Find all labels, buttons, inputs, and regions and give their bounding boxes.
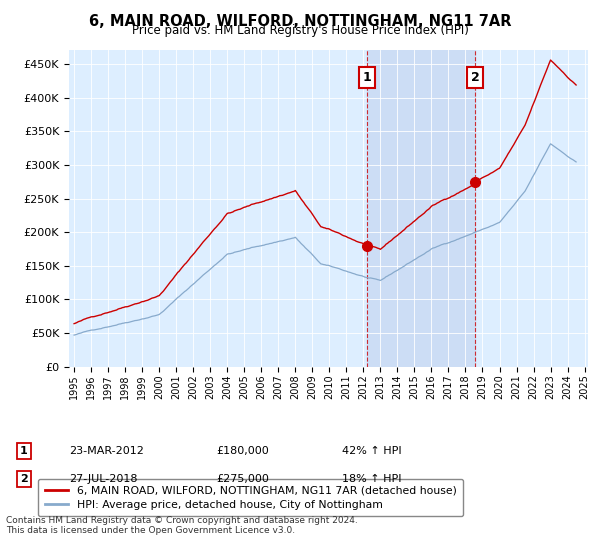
Text: 2: 2 bbox=[471, 71, 479, 84]
Text: 1: 1 bbox=[20, 446, 28, 456]
Text: 6, MAIN ROAD, WILFORD, NOTTINGHAM, NG11 7AR: 6, MAIN ROAD, WILFORD, NOTTINGHAM, NG11 … bbox=[89, 14, 511, 29]
Text: 23-MAR-2012: 23-MAR-2012 bbox=[69, 446, 144, 456]
Text: 18% ↑ HPI: 18% ↑ HPI bbox=[342, 474, 401, 484]
Text: 27-JUL-2018: 27-JUL-2018 bbox=[69, 474, 137, 484]
Text: 2: 2 bbox=[20, 474, 28, 484]
Text: £180,000: £180,000 bbox=[216, 446, 269, 456]
Text: This data is licensed under the Open Government Licence v3.0.: This data is licensed under the Open Gov… bbox=[6, 526, 295, 535]
Text: Contains HM Land Registry data © Crown copyright and database right 2024.: Contains HM Land Registry data © Crown c… bbox=[6, 516, 358, 525]
Text: Price paid vs. HM Land Registry's House Price Index (HPI): Price paid vs. HM Land Registry's House … bbox=[131, 24, 469, 37]
Text: £275,000: £275,000 bbox=[216, 474, 269, 484]
Bar bbox=[367, 50, 475, 367]
Text: 42% ↑ HPI: 42% ↑ HPI bbox=[342, 446, 401, 456]
Text: 1: 1 bbox=[363, 71, 371, 84]
Legend: 6, MAIN ROAD, WILFORD, NOTTINGHAM, NG11 7AR (detached house), HPI: Average price: 6, MAIN ROAD, WILFORD, NOTTINGHAM, NG11 … bbox=[38, 479, 463, 516]
